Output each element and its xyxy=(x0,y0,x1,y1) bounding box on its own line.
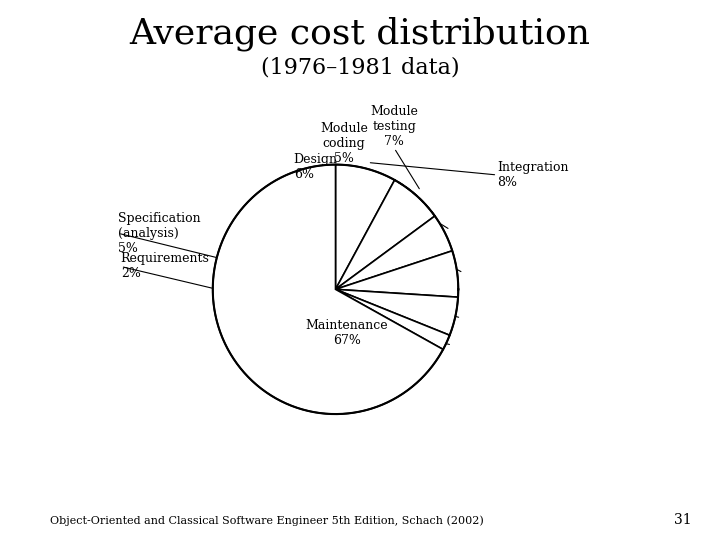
Text: Integration
8%: Integration 8% xyxy=(498,161,569,189)
Text: Maintenance
67%: Maintenance 67% xyxy=(305,319,388,347)
Text: Design
6%: Design 6% xyxy=(294,153,338,181)
Text: Module
testing
7%: Module testing 7% xyxy=(370,105,418,148)
Polygon shape xyxy=(336,289,458,335)
Polygon shape xyxy=(213,165,443,414)
Text: Requirements
2%: Requirements 2% xyxy=(121,253,210,280)
Polygon shape xyxy=(336,180,435,289)
Polygon shape xyxy=(336,216,452,289)
Polygon shape xyxy=(336,165,395,289)
Text: 31: 31 xyxy=(674,512,691,526)
Text: Object-Oriented and Classical Software Engineer 5th Edition, Schach (2002): Object-Oriented and Classical Software E… xyxy=(50,516,484,526)
Text: Specification
(analysis)
5%: Specification (analysis) 5% xyxy=(118,212,201,255)
Text: Module
coding
5%: Module coding 5% xyxy=(320,122,368,165)
Text: (1976–1981 data): (1976–1981 data) xyxy=(261,57,459,79)
Text: Average cost distribution: Average cost distribution xyxy=(130,16,590,51)
Polygon shape xyxy=(336,251,458,297)
Polygon shape xyxy=(336,289,450,349)
